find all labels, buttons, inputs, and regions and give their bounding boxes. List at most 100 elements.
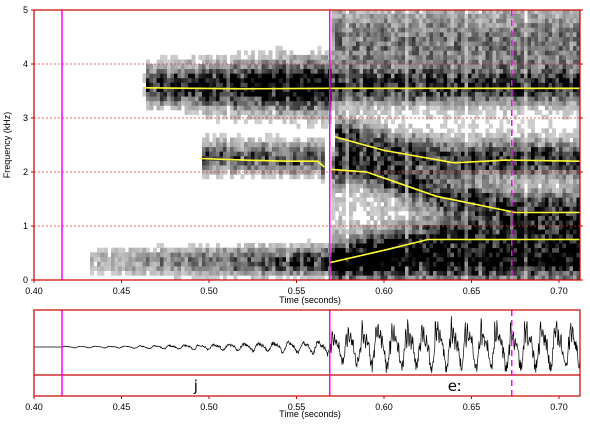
spectrogram-cell (349, 275, 353, 280)
spectrogram-cell (377, 165, 381, 171)
spectrogram-cell (223, 91, 227, 97)
spectrogram-cell (552, 206, 556, 212)
spectrogram-cell (352, 119, 357, 125)
spectrogram-cell (216, 243, 220, 249)
spectrogram-cell (548, 266, 553, 272)
spectrogram-cell (503, 18, 507, 24)
spectrogram-cell (450, 220, 455, 226)
spectrogram-cell (121, 256, 126, 262)
spectrogram-cell (303, 100, 308, 106)
spectrogram-cell (272, 59, 276, 65)
spectrogram-cell (426, 18, 430, 24)
spectrogram-cell (419, 50, 423, 56)
spectrogram-cell (433, 247, 437, 253)
spectrogram-cell (534, 233, 539, 239)
spectrogram-cell (538, 13, 542, 19)
spectrogram-cell (310, 100, 315, 106)
spectrogram-cell (363, 50, 367, 56)
spectrogram-cell (188, 252, 192, 258)
spectrogram-cell (331, 31, 336, 37)
spectrogram-cell (482, 142, 486, 148)
spectrogram-cell (517, 87, 521, 93)
spectrogram-cell (289, 64, 294, 70)
spectrogram-cell (538, 82, 542, 88)
spectrogram-cell (331, 270, 336, 276)
spectrogram-cell (447, 266, 451, 272)
spectrogram-cell (538, 266, 542, 272)
spectrogram-cell (170, 247, 175, 253)
spectrogram-cell (475, 224, 479, 230)
spectrogram-cell (370, 146, 374, 152)
spectrogram-cell (335, 243, 339, 249)
spectrogram-cell (209, 146, 213, 152)
spectrogram-cell (244, 73, 248, 79)
spectrogram-cell (419, 82, 423, 88)
spectrogram-cell (202, 165, 206, 171)
spectrogram-cell (468, 68, 472, 74)
spectrogram-cell (356, 87, 360, 93)
spectrogram-cell (475, 36, 479, 42)
spectrogram-cell (261, 77, 266, 83)
spectrogram-cell (534, 50, 539, 56)
spectrogram-cell (359, 160, 364, 166)
spectrogram-cell (545, 18, 549, 24)
spectrogram-cell (415, 233, 420, 239)
spectrogram-cell (506, 197, 511, 203)
spectrogram-cell (489, 178, 493, 184)
spectrogram-cell (352, 151, 357, 157)
spectrogram-cell (310, 96, 315, 102)
spectrogram-cell (160, 91, 164, 97)
spectrogram-cell (492, 64, 497, 70)
spectrogram-cell (422, 96, 427, 102)
spectrogram-cell (517, 50, 521, 56)
spectrogram-cell (531, 50, 535, 56)
spectrogram-cell (387, 128, 392, 134)
spectrogram-cell (275, 77, 280, 83)
spectrogram-cell (174, 275, 178, 280)
spectrogram-cell (373, 183, 378, 189)
spectrogram-cell (520, 178, 525, 184)
spectrogram-cell (408, 270, 413, 276)
spectrogram-cell (191, 54, 196, 60)
spectrogram-cell (545, 73, 549, 79)
spectrogram-cell (450, 45, 455, 51)
spectrogram-cell (272, 96, 276, 102)
spectrogram-cell (405, 128, 409, 134)
spectrogram-cell (405, 229, 409, 235)
spectrogram-cell (331, 45, 336, 51)
spectrogram-cell (321, 256, 325, 262)
spectrogram-cell (184, 96, 189, 102)
spectrogram-cell (359, 151, 364, 157)
spectrogram-cell (296, 54, 301, 60)
spectrogram-cell (475, 169, 479, 175)
spectrogram-cell (408, 59, 413, 65)
spectrogram-cell (272, 252, 276, 258)
spectrogram-cell (524, 169, 528, 175)
spectrogram-cell (247, 142, 252, 148)
spectrogram-cell (223, 275, 227, 280)
spectrogram-cell (286, 146, 290, 152)
spectrogram-cell (433, 50, 437, 56)
spectrogram-cell (433, 105, 437, 111)
spectrogram-cell (489, 192, 493, 198)
spectrogram-cell (531, 142, 535, 148)
spectrogram-cell (408, 96, 413, 102)
spectrogram-cell (149, 82, 154, 88)
spectrogram-cell (517, 18, 521, 24)
spectrogram-cell (440, 229, 444, 235)
spectrogram-cell (485, 220, 490, 226)
spectrogram-cell (548, 59, 553, 65)
spectrogram-cell (401, 100, 406, 106)
spectrogram-cell (552, 82, 556, 88)
spectrogram-cell (398, 252, 402, 258)
spectrogram-cell (233, 77, 238, 83)
spectrogram-cell (307, 243, 311, 249)
spectrogram-cell (433, 73, 437, 79)
spectrogram-cell (506, 73, 511, 79)
spectrogram-cell (517, 160, 521, 166)
spectrogram-cell (398, 91, 402, 97)
spectrogram-cell (300, 252, 304, 258)
spectrogram-cell (261, 275, 266, 280)
spectrogram-cell (254, 114, 259, 120)
spectrogram-cell (373, 137, 378, 143)
